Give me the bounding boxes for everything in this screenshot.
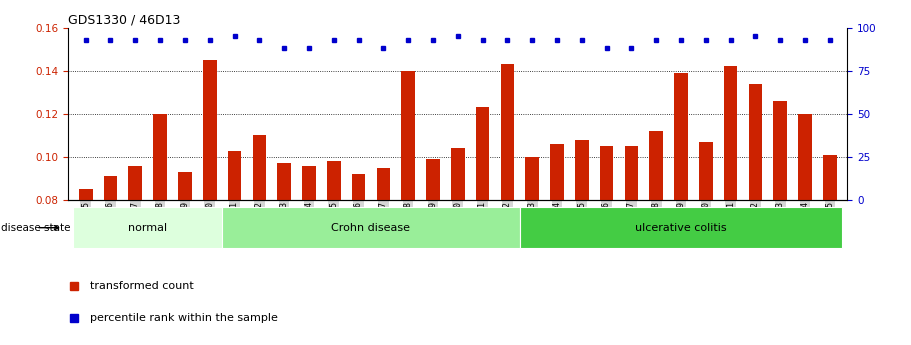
Text: normal: normal — [128, 223, 168, 233]
Bar — [426, 159, 440, 345]
Bar — [823, 155, 836, 345]
Text: transformed count: transformed count — [90, 282, 194, 292]
Bar — [520, 207, 843, 248]
Text: Crohn disease: Crohn disease — [332, 223, 411, 233]
Bar — [749, 84, 763, 345]
Bar — [178, 172, 191, 345]
Bar — [500, 64, 514, 345]
Bar — [222, 207, 520, 248]
Text: percentile rank within the sample: percentile rank within the sample — [90, 313, 278, 323]
Bar — [352, 174, 365, 345]
Bar — [277, 164, 291, 345]
Text: disease state: disease state — [2, 223, 71, 233]
Bar — [476, 107, 489, 345]
Bar — [79, 189, 93, 345]
Bar — [128, 166, 142, 345]
Bar — [550, 144, 564, 345]
Bar — [73, 207, 222, 248]
Bar — [625, 146, 639, 345]
Bar — [228, 150, 241, 345]
Bar — [104, 176, 118, 345]
Bar — [203, 60, 217, 345]
Bar — [302, 166, 316, 345]
Bar — [724, 67, 738, 345]
Text: GDS1330 / 46D13: GDS1330 / 46D13 — [68, 13, 180, 27]
Bar — [699, 142, 712, 345]
Bar — [327, 161, 341, 345]
Bar — [650, 131, 663, 345]
Bar — [575, 140, 589, 345]
Bar — [798, 114, 812, 345]
Bar — [526, 157, 539, 345]
Bar — [674, 73, 688, 345]
Bar — [773, 101, 787, 345]
Bar — [451, 148, 465, 345]
Text: ulcerative colitis: ulcerative colitis — [635, 223, 727, 233]
Bar — [252, 136, 266, 345]
Bar — [402, 71, 415, 345]
Bar — [599, 146, 613, 345]
Bar — [376, 168, 390, 345]
Bar — [153, 114, 167, 345]
